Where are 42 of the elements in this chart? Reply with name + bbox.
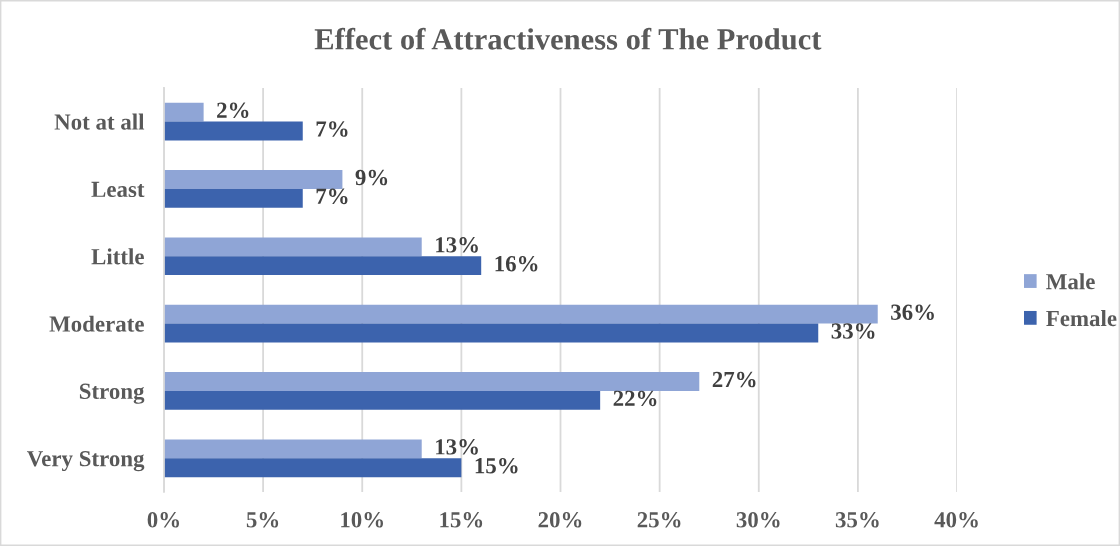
data-label: 7% xyxy=(316,121,348,137)
bar xyxy=(163,237,422,257)
x-tick-label: 15% xyxy=(440,512,483,528)
y-tick-label: Very Strong xyxy=(26,450,145,472)
y-tick-label: Strong xyxy=(79,383,145,404)
bar xyxy=(163,390,601,410)
x-tick-label: 10% xyxy=(341,512,383,528)
bar xyxy=(163,458,462,478)
data-label: 9% xyxy=(355,169,388,186)
bar xyxy=(163,102,204,122)
x-tick-label: 40% xyxy=(934,512,978,528)
data-label: 16% xyxy=(495,255,538,272)
y-tick-label: Not at all xyxy=(54,113,145,130)
bar xyxy=(163,170,343,189)
bar xyxy=(163,121,303,141)
data-label: 13% xyxy=(436,237,478,253)
bar xyxy=(163,304,878,324)
data-label: 22% xyxy=(613,390,657,407)
data-label: 27% xyxy=(712,371,756,388)
bar xyxy=(163,439,422,459)
y-tick-label: Least xyxy=(91,181,145,198)
data-label: 7% xyxy=(316,188,348,205)
legend-label: Male xyxy=(1046,273,1095,290)
y-tick-label: Moderate xyxy=(49,315,144,332)
x-tick-label: 30% xyxy=(736,512,780,528)
x-tick-label: 0% xyxy=(147,512,180,528)
x-tick-label: 35% xyxy=(835,512,879,528)
y-tick-label: Little xyxy=(91,248,144,265)
data-label: 36% xyxy=(891,304,934,320)
bar xyxy=(163,372,700,391)
bar xyxy=(163,188,303,208)
bar xyxy=(163,323,819,343)
bar xyxy=(163,256,482,276)
legend-label: Female xyxy=(1046,310,1117,327)
data-label: 33% xyxy=(831,323,875,339)
x-tick-label: 20% xyxy=(538,512,582,528)
data-label: 2% xyxy=(217,102,249,118)
data-label: 15% xyxy=(475,457,518,474)
data-label: 13% xyxy=(436,439,478,455)
chart-title: Effect of Attractiveness of The Product xyxy=(314,27,822,50)
x-tick-label: 5% xyxy=(246,512,279,528)
x-tick-label: 25% xyxy=(637,512,681,528)
